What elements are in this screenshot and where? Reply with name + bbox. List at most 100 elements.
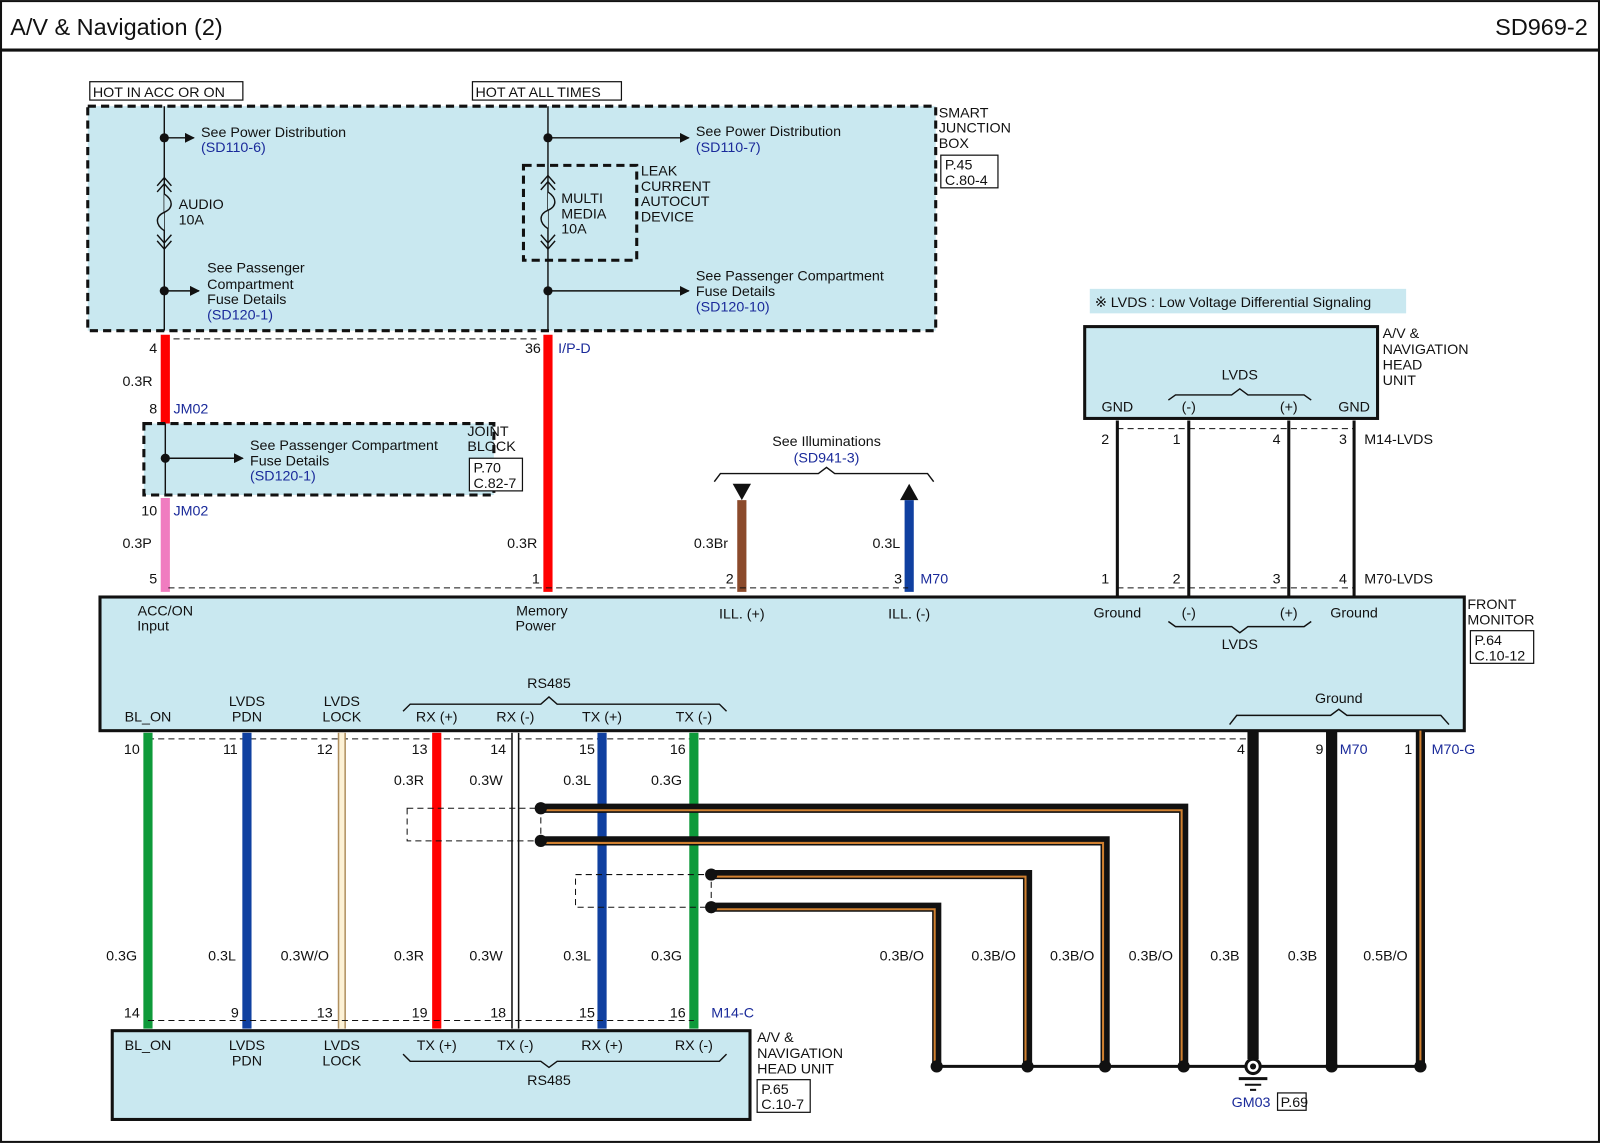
diagram-label: 13 xyxy=(317,1005,333,1021)
diagram-label: 0.3B/O xyxy=(971,948,1015,964)
diagram-label: NAVIGATION xyxy=(757,1046,843,1062)
diagram-label: I/P-D xyxy=(558,341,591,357)
diagram-label: M14-C xyxy=(711,1005,754,1021)
diagram-label: GND xyxy=(1338,399,1370,415)
diagram-label: 9 xyxy=(1316,742,1324,758)
diagram-label: P.64 xyxy=(1474,633,1502,649)
diagram-label: 11 xyxy=(223,742,238,758)
diagram-label: FRONT xyxy=(1467,597,1516,613)
diagram-label: 1 xyxy=(532,572,540,588)
diagram-label: ILL. (-) xyxy=(888,606,930,622)
diagram-label: MONITOR xyxy=(1467,613,1534,629)
diagram-label: 0.3L xyxy=(208,948,236,964)
diagram-label: LOCK xyxy=(322,1053,361,1069)
diagram-label: 4 xyxy=(1339,572,1347,588)
diagram-label: HOT AT ALL TIMES xyxy=(476,85,601,101)
diagram-label: (+) xyxy=(1280,605,1298,621)
diagram-label: 0.3G xyxy=(651,773,682,789)
diagram-label: 0.3G xyxy=(651,948,682,964)
diagram-label: BLOCK xyxy=(467,439,516,455)
diagram-label: 4 xyxy=(1273,432,1281,448)
diagram-label: NAVIGATION xyxy=(1383,342,1469,358)
diagram-label: JUNCTION xyxy=(939,121,1011,137)
lvds-note: ※ LVDS : Low Voltage Differential Signal… xyxy=(1095,295,1371,311)
diagram-label: P.65 xyxy=(761,1082,789,1098)
diagram-label: 0.5B/O xyxy=(1363,948,1407,964)
diagram-label: 0.3B xyxy=(1288,948,1317,964)
diagram-label: Fuse Details xyxy=(207,292,286,308)
diagram-label: 2 xyxy=(1101,432,1109,448)
diagram-label: AUTOCUT xyxy=(641,194,710,210)
diagram-label: RX (+) xyxy=(581,1038,623,1054)
diagram-label: See Passenger Compartment xyxy=(250,438,438,454)
diagram-label: BL_ON xyxy=(125,1038,172,1054)
diagram-label: 0.3G xyxy=(106,948,137,964)
diagram-label: 10A xyxy=(561,222,587,238)
diagram-label: JOINT xyxy=(467,424,508,440)
diagram-label: PDN xyxy=(232,710,262,726)
diagram-label: LVDS xyxy=(1222,637,1258,653)
diagram-label: See Power Distribution xyxy=(201,125,346,141)
diagram-label: 0.3L xyxy=(563,948,591,964)
diagram-label: (+) xyxy=(1280,399,1298,415)
diagram-label: 10 xyxy=(141,503,157,519)
diagram-label: TX (-) xyxy=(497,1038,533,1054)
diagram-label: ILL. (+) xyxy=(719,606,765,622)
diagram-label: LVDS xyxy=(1222,368,1258,384)
diagram-label: 3 xyxy=(1273,572,1281,588)
diagram-label: 0.3Br xyxy=(694,536,728,552)
diagram-label: P.45 xyxy=(945,157,973,173)
diagram-label: (-) xyxy=(1182,399,1196,415)
diagram-label: 3 xyxy=(894,572,902,588)
diagram-label: 0.3B xyxy=(1210,948,1239,964)
diagram-label: (SD120-10) xyxy=(696,299,770,315)
diagram-label: DEVICE xyxy=(641,210,694,226)
diagram-label: 19 xyxy=(412,1005,428,1021)
diagram-label: SMART xyxy=(939,105,989,121)
diagram-label: See Power Distribution xyxy=(696,124,841,140)
diagram-label: 2 xyxy=(1173,572,1181,588)
shield-wires xyxy=(406,730,1425,1068)
diagram-label: 10 xyxy=(124,742,140,758)
diagram-label: 0.3B/O xyxy=(1050,948,1094,964)
diagram-label: 0.3W xyxy=(469,948,503,964)
diagram-label: JM02 xyxy=(173,503,208,519)
diagram-label: (-) xyxy=(1182,605,1196,621)
diagram-label: ACC/ON xyxy=(138,603,193,619)
diagram-label: Ground xyxy=(1330,605,1378,621)
diagram-label: 36 xyxy=(525,341,541,357)
diagram-label: P.69 xyxy=(1281,1095,1309,1111)
diagram-label: 12 xyxy=(317,742,333,758)
diagram-label: Power xyxy=(515,619,556,635)
diagram-label: 0.3W xyxy=(469,773,503,789)
diagram-label: LEAK xyxy=(641,164,678,180)
diagram-label: 3 xyxy=(1339,432,1347,448)
diagram-label: P.70 xyxy=(473,461,501,477)
diagram-label: (SD941-3) xyxy=(794,450,860,466)
diagram-label: 8 xyxy=(149,401,157,417)
diagram-label: C.82-7 xyxy=(473,476,516,492)
head-unit-lvds: GND (-) (+) GND LVDS A/V &NAVIGATIONHEAD… xyxy=(1083,325,1469,420)
diagram-label: M70 xyxy=(920,572,948,588)
diagram-label: Memory xyxy=(516,603,568,619)
diagram-label: (SD110-7) xyxy=(696,140,761,156)
diagram-label: 9 xyxy=(231,1005,239,1021)
diagram-label: BOX xyxy=(939,136,970,152)
diagram-label: RX (-) xyxy=(496,710,534,726)
diagram-label: UNIT xyxy=(1383,373,1417,389)
diagram-label: (SD110-6) xyxy=(201,140,266,156)
diagram-label: See Passenger xyxy=(207,261,305,277)
diagram-label: 0.3R xyxy=(394,948,424,964)
diagram-label: RX (-) xyxy=(675,1038,713,1054)
diagram-label: 0.3R xyxy=(394,773,424,789)
diagram-label: PDN xyxy=(232,1053,262,1069)
page-title: A/V & Navigation (2) xyxy=(10,14,222,40)
diagram-label: LVDS xyxy=(229,1038,265,1054)
lvds-wires xyxy=(1115,420,1356,598)
diagram-label: 13 xyxy=(412,742,428,758)
diagram-label: A/V & xyxy=(1383,326,1420,342)
diagram-label: TX (+) xyxy=(417,1038,457,1054)
